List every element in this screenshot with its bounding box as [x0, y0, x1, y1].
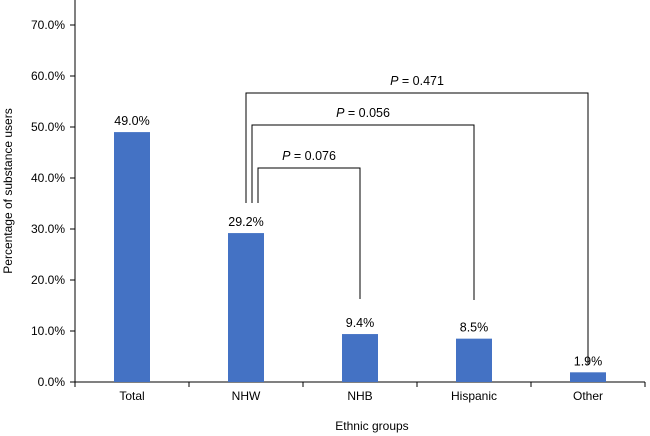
comparison-bracket	[257, 167, 361, 299]
bar-nhb	[342, 334, 378, 382]
bar-nhw	[228, 233, 264, 382]
x-tick-label: Total	[119, 389, 144, 403]
bars: 49.0%29.2%9.4% 8.5%1.9%	[114, 114, 606, 382]
y-axis: 0.0% 10.0% 20.0% 30.0% 40.0% 50.0% 60.0% 70.0%	[31, 0, 76, 389]
x-tick-label: NHB	[347, 389, 372, 403]
y-tick-label: 50.0%	[31, 120, 65, 134]
x-tick-label: NHW	[232, 389, 261, 403]
p-value-label: P = 0.056	[336, 106, 390, 120]
y-tick-label: 0.0%	[38, 375, 66, 389]
y-tick-label: 20.0%	[31, 273, 65, 287]
y-tick-label: 70.0%	[31, 18, 65, 32]
data-label: 9.4%	[346, 316, 375, 330]
p-value-label: P = 0.076	[282, 149, 336, 163]
x-axis-label: Ethnic groups	[335, 419, 408, 433]
y-tick-label: 40.0%	[31, 171, 65, 185]
y-tick-label: 60.0%	[31, 69, 65, 83]
comparison-bracket	[251, 124, 475, 300]
comparison-brackets: P = 0.076 P = 0.056 P = 0.471	[245, 74, 589, 365]
y-axis-label: Percentage of substance users	[1, 108, 15, 273]
bar-hispanic	[456, 338, 492, 382]
x-tick-label: Hispanic	[451, 389, 497, 403]
data-label: 29.2%	[228, 215, 263, 229]
x-tick-label: Other	[573, 389, 603, 403]
y-tick-label: 10.0%	[31, 324, 65, 338]
data-label: 8.5%	[460, 321, 489, 335]
bar-total	[114, 132, 150, 382]
x-axis: Total NHW NHB Hispanic Other	[74, 381, 646, 403]
comparison-bracket	[245, 92, 589, 365]
p-value-label: P = 0.471	[390, 74, 444, 88]
y-tick-label: 30.0%	[31, 222, 65, 236]
data-label: 49.0%	[114, 114, 149, 128]
bar-other	[570, 372, 606, 382]
